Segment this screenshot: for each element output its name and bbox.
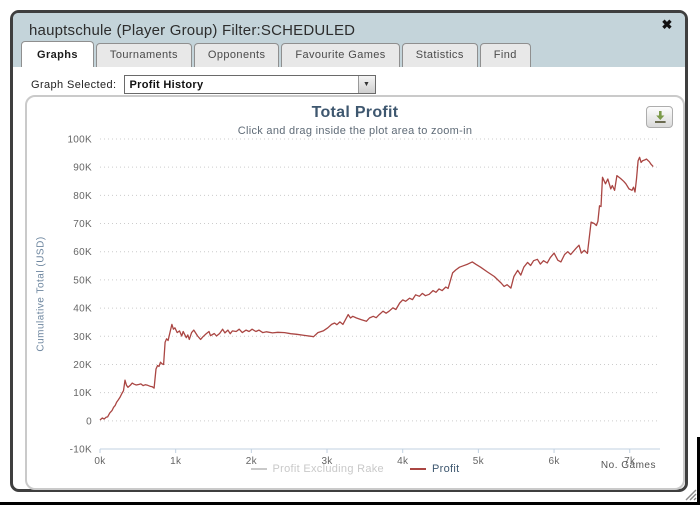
tab-bar: Graphs Tournaments Opponents Favourite G…	[21, 41, 531, 67]
dialog-title: hauptschule (Player Group) Filter:SCHEDU…	[29, 22, 669, 39]
legend-item-profit[interactable]: Profit	[410, 463, 459, 475]
svg-text:20K: 20K	[73, 360, 92, 371]
legend-swatch	[410, 468, 426, 470]
svg-text:50K: 50K	[73, 275, 92, 286]
graph-selector-label: Graph Selected:	[31, 79, 117, 91]
resize-grip[interactable]	[684, 488, 697, 501]
resize-grip-icon	[684, 488, 697, 501]
chevron-down-icon: ▼	[363, 81, 370, 88]
tab-favourite-games[interactable]: Favourite Games	[281, 43, 399, 67]
legend-item-profit-excluding-rake[interactable]: Profit Excluding Rake	[251, 463, 384, 475]
graph-select[interactable]: Profit History ▼	[124, 75, 376, 94]
svg-text:100K: 100K	[67, 135, 92, 146]
svg-text:40K: 40K	[73, 304, 92, 315]
tab-statistics[interactable]: Statistics	[402, 43, 478, 67]
tab-tournaments[interactable]: Tournaments	[96, 43, 192, 67]
svg-text:10K: 10K	[73, 388, 92, 399]
tab-opponents[interactable]: Opponents	[194, 43, 279, 67]
graph-select-value: Profit History	[125, 76, 358, 93]
tab-find[interactable]: Find	[480, 43, 531, 67]
close-button[interactable]: ✖	[658, 16, 676, 34]
graph-selector-row: Graph Selected: Profit History ▼	[31, 75, 376, 94]
legend-label: Profit	[432, 463, 459, 475]
svg-text:-10K: -10K	[70, 445, 92, 456]
tab-graphs[interactable]: Graphs	[21, 41, 94, 67]
chart-panel: Total Profit Click and drag inside the p…	[25, 95, 685, 490]
x-axis-title: No. Games	[601, 460, 656, 471]
svg-text:90K: 90K	[73, 163, 92, 174]
graph-select-arrow[interactable]: ▼	[358, 76, 375, 93]
svg-text:80K: 80K	[73, 191, 92, 202]
chart-legend: Profit Excluding Rake Profit	[27, 463, 683, 475]
player-group-dialog: hauptschule (Player Group) Filter:SCHEDU…	[10, 10, 688, 492]
svg-text:0: 0	[86, 416, 92, 427]
dialog-titlebar: hauptschule (Player Group) Filter:SCHEDU…	[13, 13, 685, 67]
legend-label: Profit Excluding Rake	[273, 463, 384, 475]
svg-text:60K: 60K	[73, 247, 92, 258]
close-icon: ✖	[662, 17, 673, 32]
legend-swatch	[251, 468, 267, 470]
svg-text:70K: 70K	[73, 219, 92, 230]
svg-text:30K: 30K	[73, 332, 92, 343]
